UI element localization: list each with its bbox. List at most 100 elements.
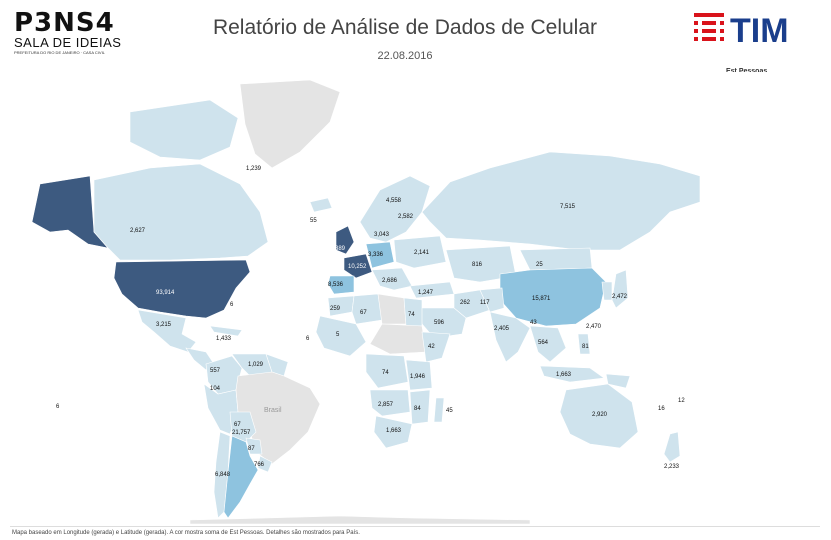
map-label-venezuela: 1,029 — [248, 362, 264, 368]
map-label-italy: 2,686 — [382, 278, 398, 284]
country-mexico[interactable] — [137, 309, 197, 353]
country-philippines[interactable] — [577, 333, 591, 355]
country-angola[interactable] — [369, 389, 411, 417]
map-label-colombia: 557 — [210, 368, 221, 374]
map-label-madagascar: 45 — [446, 408, 453, 414]
logo-sub-text: SALA DE IDEIAS — [14, 35, 122, 50]
country-paraguay[interactable] — [245, 437, 263, 455]
map-label-peru: 104 — [210, 386, 221, 392]
map-label-spain: 8,536 — [328, 282, 344, 288]
map-label-thailand: 564 — [538, 340, 549, 346]
map-label-turkey: 1,247 — [418, 290, 434, 296]
map-label-uruguay: 766 — [254, 462, 265, 468]
country-ethiopia[interactable] — [421, 331, 451, 363]
map-label-philippines: 81 — [582, 344, 589, 350]
country-india[interactable] — [489, 311, 531, 363]
map-label-australia: 2,920 — [592, 412, 608, 418]
map-label-cuba: 1,433 — [216, 336, 232, 342]
country-china[interactable] — [499, 267, 607, 327]
country-southeast-asia[interactable] — [529, 325, 567, 363]
map-label-sweden: 2,582 — [398, 214, 414, 220]
country-libya[interactable] — [377, 293, 407, 325]
map-label-south-africa: 1,663 — [386, 428, 402, 434]
country-usa[interactable] — [113, 259, 251, 319]
country-russia[interactable] — [421, 151, 701, 251]
map-label-brazil: Brasil — [264, 407, 282, 414]
map-label-argentina: 21,757 — [232, 430, 251, 436]
map-label-bolivia: 67 — [234, 422, 241, 428]
map-label-korea: 2,470 — [586, 324, 602, 330]
map-label-finland: 3,043 — [374, 232, 390, 238]
map-label-fiji: 12 — [678, 398, 685, 404]
country-ukraine[interactable] — [393, 235, 447, 269]
country-japan[interactable] — [611, 269, 629, 309]
map-label-paraguay: 87 — [248, 446, 255, 452]
map-label-vietnam: 43 — [530, 320, 537, 326]
map-label-canada: 2,627 — [130, 228, 146, 234]
map-label-chile: 6,848 — [215, 472, 231, 478]
tim-logo-mark — [694, 13, 724, 41]
logo-main-text: P3NS4 — [14, 8, 115, 38]
country-kenya[interactable] — [405, 359, 433, 391]
map-label-kazakhstan: 816 — [472, 262, 483, 268]
map-label-congo: 74 — [382, 370, 389, 376]
country-germany[interactable] — [365, 241, 395, 269]
map-label-algeria: 67 — [360, 310, 367, 316]
country-iberia[interactable] — [327, 275, 355, 295]
country-argentina[interactable] — [223, 435, 259, 519]
country-canada-islands[interactable] — [129, 99, 239, 161]
map-label-saudi: 596 — [434, 320, 445, 326]
country-indonesia[interactable] — [539, 365, 605, 383]
map-label-india: 2,405 — [494, 326, 510, 332]
country-uk[interactable] — [335, 225, 355, 255]
country-iceland[interactable] — [309, 197, 333, 213]
region-antarctica — [189, 515, 531, 524]
map-label-ukraine: 2,141 — [414, 250, 430, 256]
map-label-mali: 5 — [336, 332, 340, 338]
country-pakistan[interactable] — [479, 287, 505, 313]
country-new-zealand[interactable] — [663, 431, 681, 463]
country-congo[interactable] — [365, 353, 409, 389]
country-west-africa[interactable] — [315, 315, 367, 357]
country-mongolia[interactable] — [519, 247, 593, 271]
country-uruguay[interactable] — [257, 455, 273, 473]
country-madagascar[interactable] — [433, 397, 445, 423]
country-mozambique[interactable] — [409, 389, 431, 425]
country-iran[interactable] — [453, 289, 491, 319]
world-map[interactable]: 93,914 2,627 7,515 15,871 21,757 2,920 3… — [10, 72, 822, 524]
country-cuba[interactable] — [209, 325, 243, 337]
map-label-uk: 1,389 — [330, 246, 346, 252]
map-label-indonesia: 1,663 — [556, 372, 572, 378]
logo-small-text: PREFEITURA DO RIO DE JANEIRO · CASA CIVI… — [14, 50, 105, 55]
country-canada[interactable] — [93, 163, 269, 261]
page-title: Relatório de Análise de Dados de Celular — [212, 16, 598, 39]
footer-note: Mapa baseado em Longitude (gerada) e Lat… — [12, 530, 360, 536]
country-chile[interactable] — [213, 431, 231, 519]
map-label-germany: 3,336 — [368, 252, 384, 258]
country-italy[interactable] — [371, 267, 413, 291]
country-australia[interactable] — [559, 383, 639, 449]
map-label-atlantic: 6 — [230, 302, 234, 308]
map-label-usa: 93,914 — [156, 290, 175, 296]
country-france[interactable] — [343, 253, 373, 279]
country-alaska[interactable] — [31, 175, 109, 249]
country-south-africa[interactable] — [373, 415, 413, 449]
map-label-france: 10,252 — [348, 264, 367, 270]
map-label-iceland: 55 — [310, 218, 317, 224]
country-papua[interactable] — [605, 373, 631, 389]
map-label-morocco: 259 — [330, 306, 341, 312]
map-label-japan: 2,472 — [612, 294, 628, 300]
country-korea[interactable] — [601, 281, 613, 301]
map-label-mexico: 3,215 — [156, 322, 172, 328]
country-kazakhstan[interactable] — [445, 245, 517, 283]
map-label-mozambique: 84 — [414, 406, 421, 412]
country-sudan[interactable] — [369, 323, 427, 355]
map-label-norway: 4,558 — [386, 198, 402, 204]
map-label-kenya: 1,946 — [410, 374, 426, 380]
country-bolivia[interactable] — [229, 411, 257, 443]
legend-title: Est Pessoas — [726, 68, 768, 75]
country-greenland[interactable] — [239, 79, 341, 169]
country-algeria[interactable] — [351, 293, 383, 325]
map-label-egypt: 74 — [408, 312, 415, 318]
map-label-new-zealand: 2,233 — [664, 464, 680, 470]
